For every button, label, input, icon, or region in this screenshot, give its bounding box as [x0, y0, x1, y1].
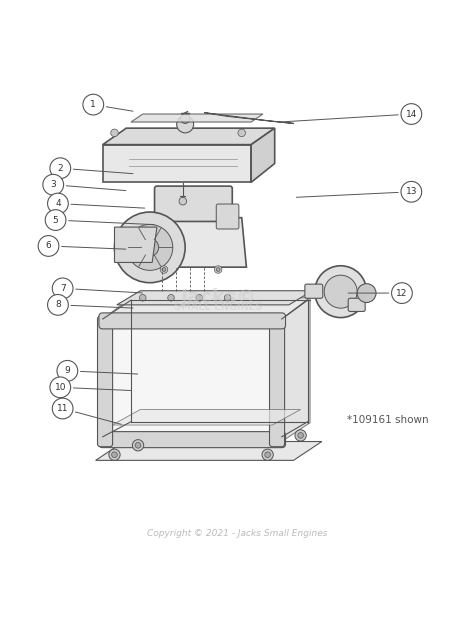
- Circle shape: [43, 174, 64, 195]
- Polygon shape: [115, 227, 157, 262]
- Circle shape: [111, 129, 118, 137]
- FancyBboxPatch shape: [138, 235, 168, 265]
- Circle shape: [238, 129, 246, 137]
- FancyBboxPatch shape: [99, 432, 285, 448]
- Text: 12: 12: [396, 288, 408, 297]
- Circle shape: [298, 433, 303, 438]
- Text: 5: 5: [53, 216, 58, 225]
- Circle shape: [262, 449, 273, 461]
- Circle shape: [57, 360, 78, 381]
- Circle shape: [47, 295, 68, 315]
- Text: 7: 7: [60, 284, 65, 293]
- FancyBboxPatch shape: [270, 316, 284, 447]
- Circle shape: [265, 452, 271, 457]
- Circle shape: [357, 284, 376, 302]
- Circle shape: [132, 440, 144, 451]
- Polygon shape: [138, 218, 246, 267]
- Circle shape: [401, 103, 422, 124]
- Circle shape: [141, 239, 159, 256]
- FancyBboxPatch shape: [305, 284, 323, 299]
- Text: 11: 11: [57, 404, 68, 413]
- FancyBboxPatch shape: [155, 186, 232, 221]
- Circle shape: [45, 210, 66, 230]
- Circle shape: [135, 443, 141, 448]
- Circle shape: [83, 94, 104, 115]
- Circle shape: [181, 114, 190, 123]
- Circle shape: [50, 377, 71, 397]
- Text: 10: 10: [55, 383, 66, 392]
- Circle shape: [50, 158, 71, 179]
- Circle shape: [38, 235, 59, 256]
- Circle shape: [295, 430, 306, 441]
- Polygon shape: [282, 298, 310, 441]
- Text: SMALL ENGINES: SMALL ENGINES: [174, 302, 262, 312]
- Circle shape: [401, 181, 422, 202]
- Polygon shape: [103, 298, 310, 319]
- Circle shape: [216, 267, 220, 271]
- Circle shape: [168, 295, 174, 301]
- Text: Jacks©: Jacks©: [180, 288, 256, 308]
- FancyBboxPatch shape: [99, 313, 285, 329]
- Text: Copyright © 2021 - Jacks Small Engines: Copyright © 2021 - Jacks Small Engines: [147, 529, 327, 538]
- Circle shape: [324, 275, 357, 308]
- Circle shape: [112, 452, 117, 457]
- Text: 6: 6: [46, 241, 51, 251]
- Circle shape: [109, 449, 120, 461]
- Text: 2: 2: [57, 164, 63, 173]
- Polygon shape: [112, 410, 301, 425]
- Text: *109161 shown: *109161 shown: [347, 415, 428, 426]
- Polygon shape: [103, 128, 275, 145]
- Circle shape: [392, 283, 412, 304]
- Circle shape: [52, 278, 73, 299]
- Text: 8: 8: [55, 300, 61, 309]
- Circle shape: [214, 266, 222, 273]
- Polygon shape: [251, 128, 275, 182]
- Polygon shape: [103, 145, 251, 182]
- Circle shape: [47, 193, 68, 214]
- Circle shape: [315, 266, 366, 318]
- FancyBboxPatch shape: [348, 299, 365, 311]
- Polygon shape: [96, 441, 322, 461]
- Polygon shape: [103, 319, 282, 441]
- Circle shape: [127, 225, 173, 271]
- FancyBboxPatch shape: [216, 204, 239, 229]
- Circle shape: [162, 267, 166, 271]
- Text: 3: 3: [50, 180, 56, 189]
- Circle shape: [196, 295, 202, 301]
- Circle shape: [177, 116, 194, 133]
- Circle shape: [115, 212, 185, 283]
- Circle shape: [179, 197, 187, 205]
- Text: 4: 4: [55, 199, 61, 208]
- Polygon shape: [204, 112, 293, 123]
- Polygon shape: [117, 291, 312, 305]
- Circle shape: [160, 266, 168, 273]
- Circle shape: [139, 295, 146, 301]
- Text: 1: 1: [91, 100, 96, 109]
- Text: 13: 13: [406, 188, 417, 197]
- Text: 9: 9: [64, 366, 70, 375]
- Text: 14: 14: [406, 110, 417, 119]
- Polygon shape: [131, 114, 263, 122]
- FancyBboxPatch shape: [98, 316, 113, 447]
- Circle shape: [52, 398, 73, 419]
- Circle shape: [224, 295, 231, 301]
